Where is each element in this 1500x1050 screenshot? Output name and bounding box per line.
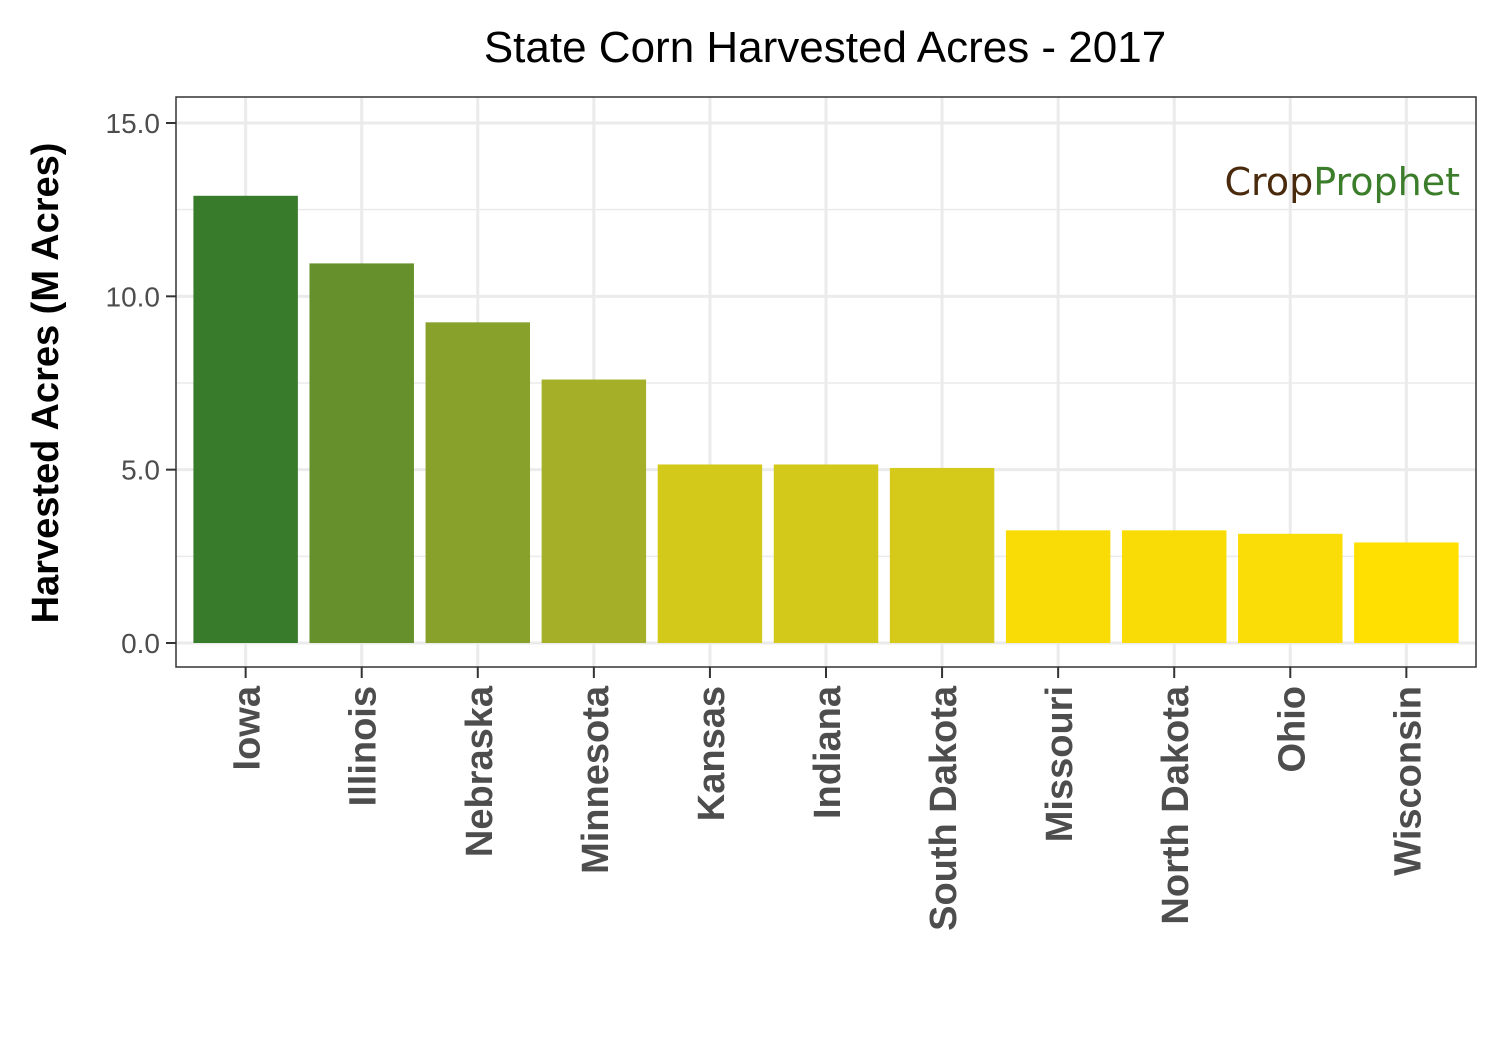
bar-missouri xyxy=(1005,530,1111,643)
bar-iowa xyxy=(193,195,298,644)
bar-indiana xyxy=(773,464,879,643)
x-tick-label: Missouri xyxy=(1039,686,1081,842)
bar-south-dakota xyxy=(889,467,995,643)
x-tick-label: Nebraska xyxy=(459,685,501,857)
x-tick-label: Iowa xyxy=(227,685,269,770)
chart-title: State Corn Harvested Acres - 2017 xyxy=(484,23,1166,72)
x-tick-label: Indiana xyxy=(807,685,849,819)
x-tick-label: Ohio xyxy=(1271,686,1313,773)
bar-nebraska xyxy=(425,322,531,643)
bar-north-dakota xyxy=(1121,530,1227,643)
x-tick-label: Wisconsin xyxy=(1387,686,1429,876)
bar-ohio xyxy=(1238,533,1343,643)
y-tick-label: 0.0 xyxy=(121,628,160,659)
bar-illinois xyxy=(309,263,414,643)
y-tick-label: 10.0 xyxy=(106,281,161,312)
x-tick-label: North Dakota xyxy=(1155,685,1197,924)
y-axis: 0.0 5.0 10.0 15.0 xyxy=(106,108,176,659)
bar-minnesota xyxy=(541,379,647,643)
watermark-prophet: Prophet xyxy=(1313,160,1460,204)
x-tick-label: Kansas xyxy=(691,686,733,821)
watermark-logo: CropProphet xyxy=(1225,160,1460,204)
bars xyxy=(193,195,1459,644)
x-axis: Iowa Illinois Nebraska Minnesota Kansas India… xyxy=(227,667,1429,931)
y-tick-label: 5.0 xyxy=(121,455,160,486)
x-tick-label: Minnesota xyxy=(575,685,617,874)
watermark-crop: Crop xyxy=(1225,160,1314,204)
y-axis-label: Harvested Acres (M Acres) xyxy=(25,143,67,624)
x-tick-label: South Dakota xyxy=(923,685,965,931)
bar-wisconsin xyxy=(1354,542,1459,643)
watermark-text: CropProphet xyxy=(1225,160,1460,204)
bar-kansas xyxy=(657,464,763,643)
y-tick-label: 15.0 xyxy=(106,108,161,139)
x-tick-label: Illinois xyxy=(343,686,385,806)
